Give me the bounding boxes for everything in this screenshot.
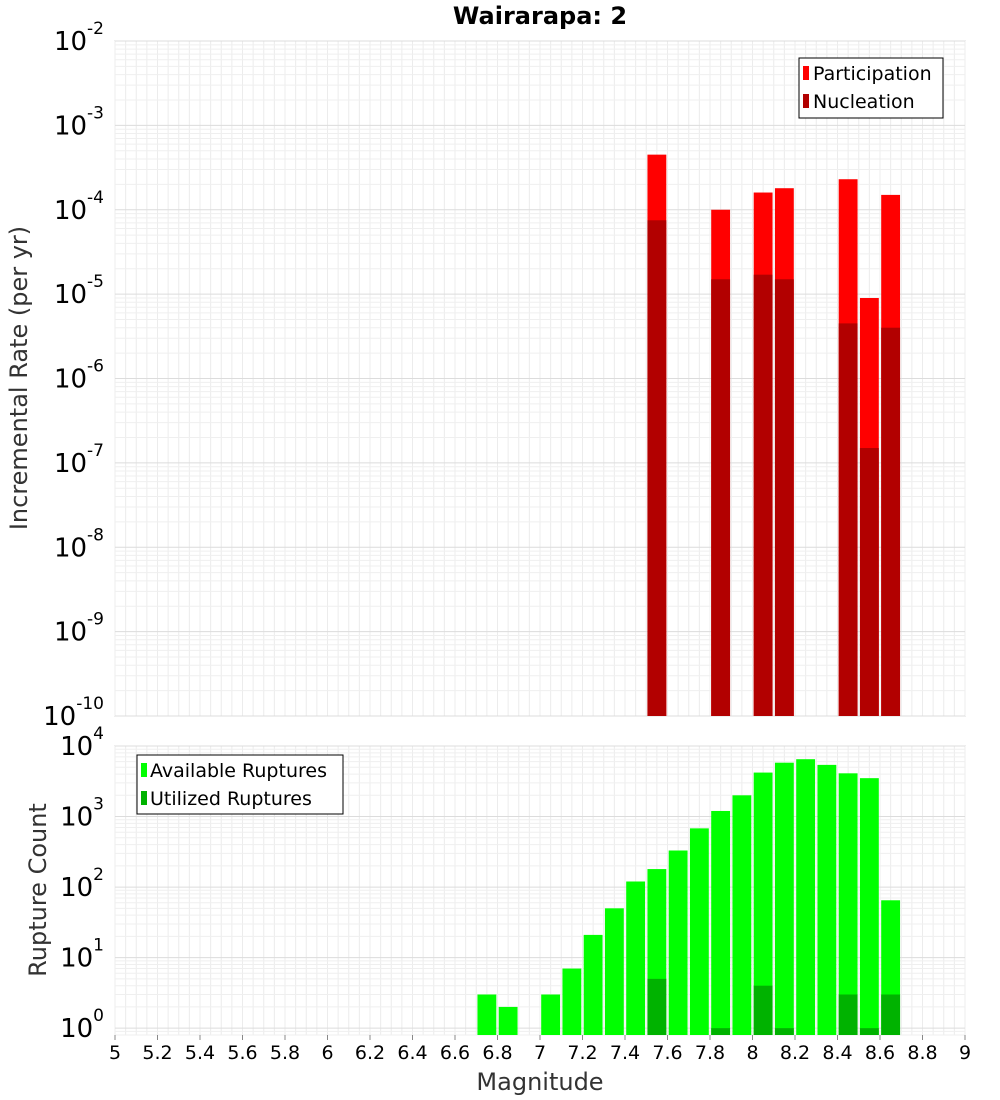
available-ruptures-bar: [562, 968, 582, 1035]
x-tick-label: 5: [109, 1042, 121, 1064]
top-panel: 10-10 10-9 10-8 10-7 10-6 10-5 10-4 10-3 10-2 In…: [5, 19, 966, 732]
x-tick-label: 6.8: [482, 1042, 512, 1064]
available-ruptures-bar: [477, 994, 497, 1035]
x-tick-label: 7.4: [610, 1042, 640, 1064]
legend-label-nucleation: Nucleation: [813, 91, 915, 113]
nucleation-bar: [711, 279, 731, 716]
available-ruptures-bar: [817, 764, 837, 1035]
x-tick-label: 8.4: [822, 1042, 852, 1064]
utilized-ruptures-bar: [859, 1028, 879, 1035]
x-tick-label: 7.6: [652, 1042, 682, 1064]
nucleation-bar: [774, 279, 794, 716]
x-axis-label: Magnitude: [476, 1068, 603, 1096]
bottom-legend-box: [136, 754, 344, 815]
top-y-ticks: 10-10 10-9 10-8 10-7 10-6 10-5 10-4 10-3 10-2: [43, 19, 104, 732]
available-ruptures-bar: [838, 773, 858, 1035]
available-ruptures-bar: [689, 828, 709, 1035]
y-tick-label: 10-5: [54, 272, 104, 310]
available-ruptures-bar: [668, 850, 688, 1035]
top-y-axis-label: Incremental Rate (per yr): [5, 226, 33, 530]
x-tick-label: 9: [959, 1042, 971, 1064]
top-grid: [114, 40, 966, 717]
x-tick-label: 8.6: [865, 1042, 895, 1064]
bottom-panel: 100 101 102 103 104 5 5.2 5.4 5.6 5.8 6 6.2 6.4 6.6 6…: [24, 724, 971, 1096]
x-tick-label: 6.6: [440, 1042, 470, 1064]
y-tick-label: 10-7: [54, 441, 104, 479]
legend-swatch-nucleation: [803, 94, 809, 108]
bottom-bars: [477, 759, 901, 1035]
available-ruptures-bar: [732, 795, 752, 1035]
utilized-ruptures-bar: [838, 994, 858, 1035]
x-tick-label: 8.2: [780, 1042, 810, 1064]
legend-label-available: Available Ruptures: [150, 760, 327, 782]
x-tick-label: 8.8: [907, 1042, 937, 1064]
available-ruptures-bar: [498, 1006, 518, 1035]
x-tick-label: 6: [321, 1042, 333, 1064]
chart-title: Wairarapa: 2: [453, 2, 627, 30]
x-tick-label: 6.2: [355, 1042, 385, 1064]
bottom-y-ticks: 100 101 102 103 104: [60, 724, 104, 1044]
legend-swatch-available: [141, 763, 147, 777]
y-tick-label: 10-9: [54, 610, 104, 648]
x-tick-label: 8: [746, 1042, 758, 1064]
top-bars: [647, 154, 901, 717]
x-tick-label: 5.6: [227, 1042, 257, 1064]
available-ruptures-bar: [859, 778, 879, 1035]
available-ruptures-bar: [796, 759, 816, 1035]
nucleation-bar: [753, 274, 773, 716]
y-tick-label: 10-6: [54, 357, 104, 395]
bottom-legend: Available Ruptures Utilized Ruptures: [136, 754, 344, 815]
legend-swatch-participation: [803, 66, 809, 80]
x-tick-label: 7.2: [567, 1042, 597, 1064]
x-tick-label: 5.4: [185, 1042, 215, 1064]
available-ruptures-bar: [626, 881, 646, 1035]
available-ruptures-bar: [604, 908, 624, 1035]
y-tick-label: 10-3: [54, 103, 104, 141]
y-tick-label: 101: [60, 936, 104, 974]
x-tick-label: 5.2: [142, 1042, 172, 1064]
x-ticks: 5 5.2 5.4 5.6 5.8 6 6.2 6.4 6.6 6.8 7 7.2 7.4 7.6 7.8 8…: [109, 1035, 971, 1064]
y-tick-label: 10-8: [54, 525, 104, 563]
y-tick-label: 103: [60, 795, 104, 833]
legend-label-participation: Participation: [813, 63, 932, 85]
y-tick-label: 102: [60, 865, 104, 903]
y-tick-label: 10-10: [43, 694, 104, 732]
utilized-ruptures-bar: [711, 1028, 731, 1035]
utilized-ruptures-bar: [881, 994, 901, 1035]
top-legend-box: [798, 57, 944, 119]
available-ruptures-bar: [711, 810, 731, 1035]
nucleation-bar: [881, 327, 901, 716]
available-ruptures-bar: [774, 762, 794, 1035]
x-tick-label: 7.8: [695, 1042, 725, 1064]
bottom-y-axis-label: Rupture Count: [24, 803, 52, 977]
utilized-ruptures-bar: [647, 978, 667, 1035]
nucleation-bar: [838, 323, 858, 716]
legend-label-utilized: Utilized Ruptures: [150, 788, 312, 810]
y-tick-label: 10-4: [54, 188, 104, 226]
available-ruptures-bar: [753, 772, 773, 1035]
top-legend: Participation Nucleation: [798, 57, 944, 119]
y-tick-label: 100: [60, 1006, 104, 1044]
y-tick-label: 10-2: [54, 19, 104, 57]
nucleation-bar: [647, 220, 667, 717]
nucleation-bar: [859, 448, 879, 716]
available-ruptures-bar: [583, 934, 603, 1035]
utilized-ruptures-bar: [774, 1028, 794, 1035]
legend-swatch-utilized: [141, 791, 147, 805]
x-tick-label: 7: [534, 1042, 546, 1064]
utilized-ruptures-bar: [753, 985, 773, 1035]
available-ruptures-bar: [541, 994, 561, 1035]
y-tick-label: 104: [60, 724, 104, 762]
x-tick-label: 5.8: [270, 1042, 300, 1064]
x-tick-label: 6.4: [397, 1042, 427, 1064]
